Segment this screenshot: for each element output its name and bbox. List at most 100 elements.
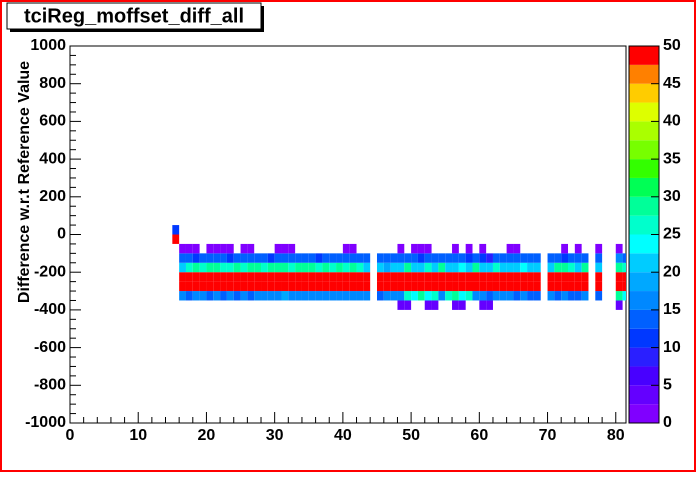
cell (254, 291, 262, 301)
cell (561, 253, 569, 263)
x-tick-label: 50 (402, 427, 420, 444)
cell (295, 281, 302, 292)
cell (506, 281, 514, 292)
cell (547, 262, 555, 273)
cell (356, 281, 364, 292)
cell (267, 291, 275, 301)
cell (356, 253, 364, 263)
cell (349, 281, 357, 292)
cell (431, 272, 439, 282)
cell (513, 243, 521, 254)
cell (561, 243, 569, 254)
cell (452, 253, 459, 263)
cell (226, 291, 234, 301)
cell (220, 272, 227, 282)
cell (499, 272, 507, 282)
x-tick-label: 20 (198, 427, 216, 444)
cell (404, 262, 412, 273)
cell (206, 291, 214, 301)
cell (383, 281, 391, 292)
cell (561, 281, 569, 292)
cell (226, 272, 234, 282)
cell (492, 272, 500, 282)
cell (356, 291, 364, 301)
cell (363, 291, 371, 301)
cell (431, 291, 439, 301)
y-axis-title: Difference w.r.t Reference Value (16, 61, 33, 303)
title-box (6, 2, 262, 30)
cell (622, 291, 626, 301)
cell (267, 272, 275, 282)
z-tick-label: 5 (663, 377, 672, 394)
cell (390, 262, 398, 273)
cell (322, 253, 330, 263)
cell (192, 243, 200, 254)
cell (274, 243, 282, 254)
cell (431, 300, 439, 310)
cell (581, 272, 589, 282)
cell (322, 272, 330, 282)
cell (547, 272, 555, 282)
cell (431, 253, 439, 263)
cell (199, 291, 207, 301)
cell (281, 272, 289, 282)
cell (445, 291, 453, 301)
cell (622, 281, 626, 292)
cell (185, 272, 193, 282)
cell (465, 291, 473, 301)
y-tick-label: -1000 (25, 414, 66, 431)
cell (288, 253, 296, 263)
cell (397, 291, 405, 301)
cell (199, 262, 207, 273)
colorbar-band (629, 196, 659, 216)
z-tick-label: 45 (663, 75, 681, 92)
cell (179, 291, 186, 301)
cell (301, 281, 309, 292)
cell (240, 262, 248, 273)
cell (458, 262, 466, 273)
cell (308, 262, 316, 273)
colorbar-band (629, 347, 659, 367)
cell (438, 291, 446, 301)
cell (486, 262, 493, 273)
cell (479, 281, 487, 292)
cell (329, 253, 337, 263)
cell (390, 281, 398, 292)
cell (506, 291, 514, 301)
cell (458, 272, 466, 282)
cell (417, 243, 425, 254)
cell (288, 281, 296, 292)
colorbar-band (629, 102, 659, 122)
cell (554, 281, 562, 292)
cell (424, 281, 432, 292)
cell (185, 262, 193, 273)
y-tick-label: -400 (34, 301, 66, 318)
cell (574, 281, 582, 292)
cell (568, 253, 575, 263)
cell (547, 253, 555, 263)
cell (281, 281, 289, 292)
cell (479, 243, 487, 254)
cell (274, 281, 282, 292)
cell (615, 281, 623, 292)
x-tick-label: 10 (129, 427, 147, 444)
cell (233, 262, 241, 273)
cell (220, 262, 227, 273)
cell (356, 262, 364, 273)
cell (533, 272, 541, 282)
cell (492, 291, 500, 301)
cell (486, 272, 493, 282)
cell (301, 262, 309, 273)
colorbar-band (629, 159, 659, 178)
cell (568, 291, 575, 301)
cell (390, 253, 398, 263)
cell (213, 243, 221, 254)
cell (295, 291, 302, 301)
cell (336, 272, 343, 282)
cell (438, 253, 446, 263)
cell (554, 272, 562, 282)
cell (363, 262, 371, 273)
cell (527, 281, 534, 292)
cell (281, 253, 289, 263)
cell (445, 272, 453, 282)
